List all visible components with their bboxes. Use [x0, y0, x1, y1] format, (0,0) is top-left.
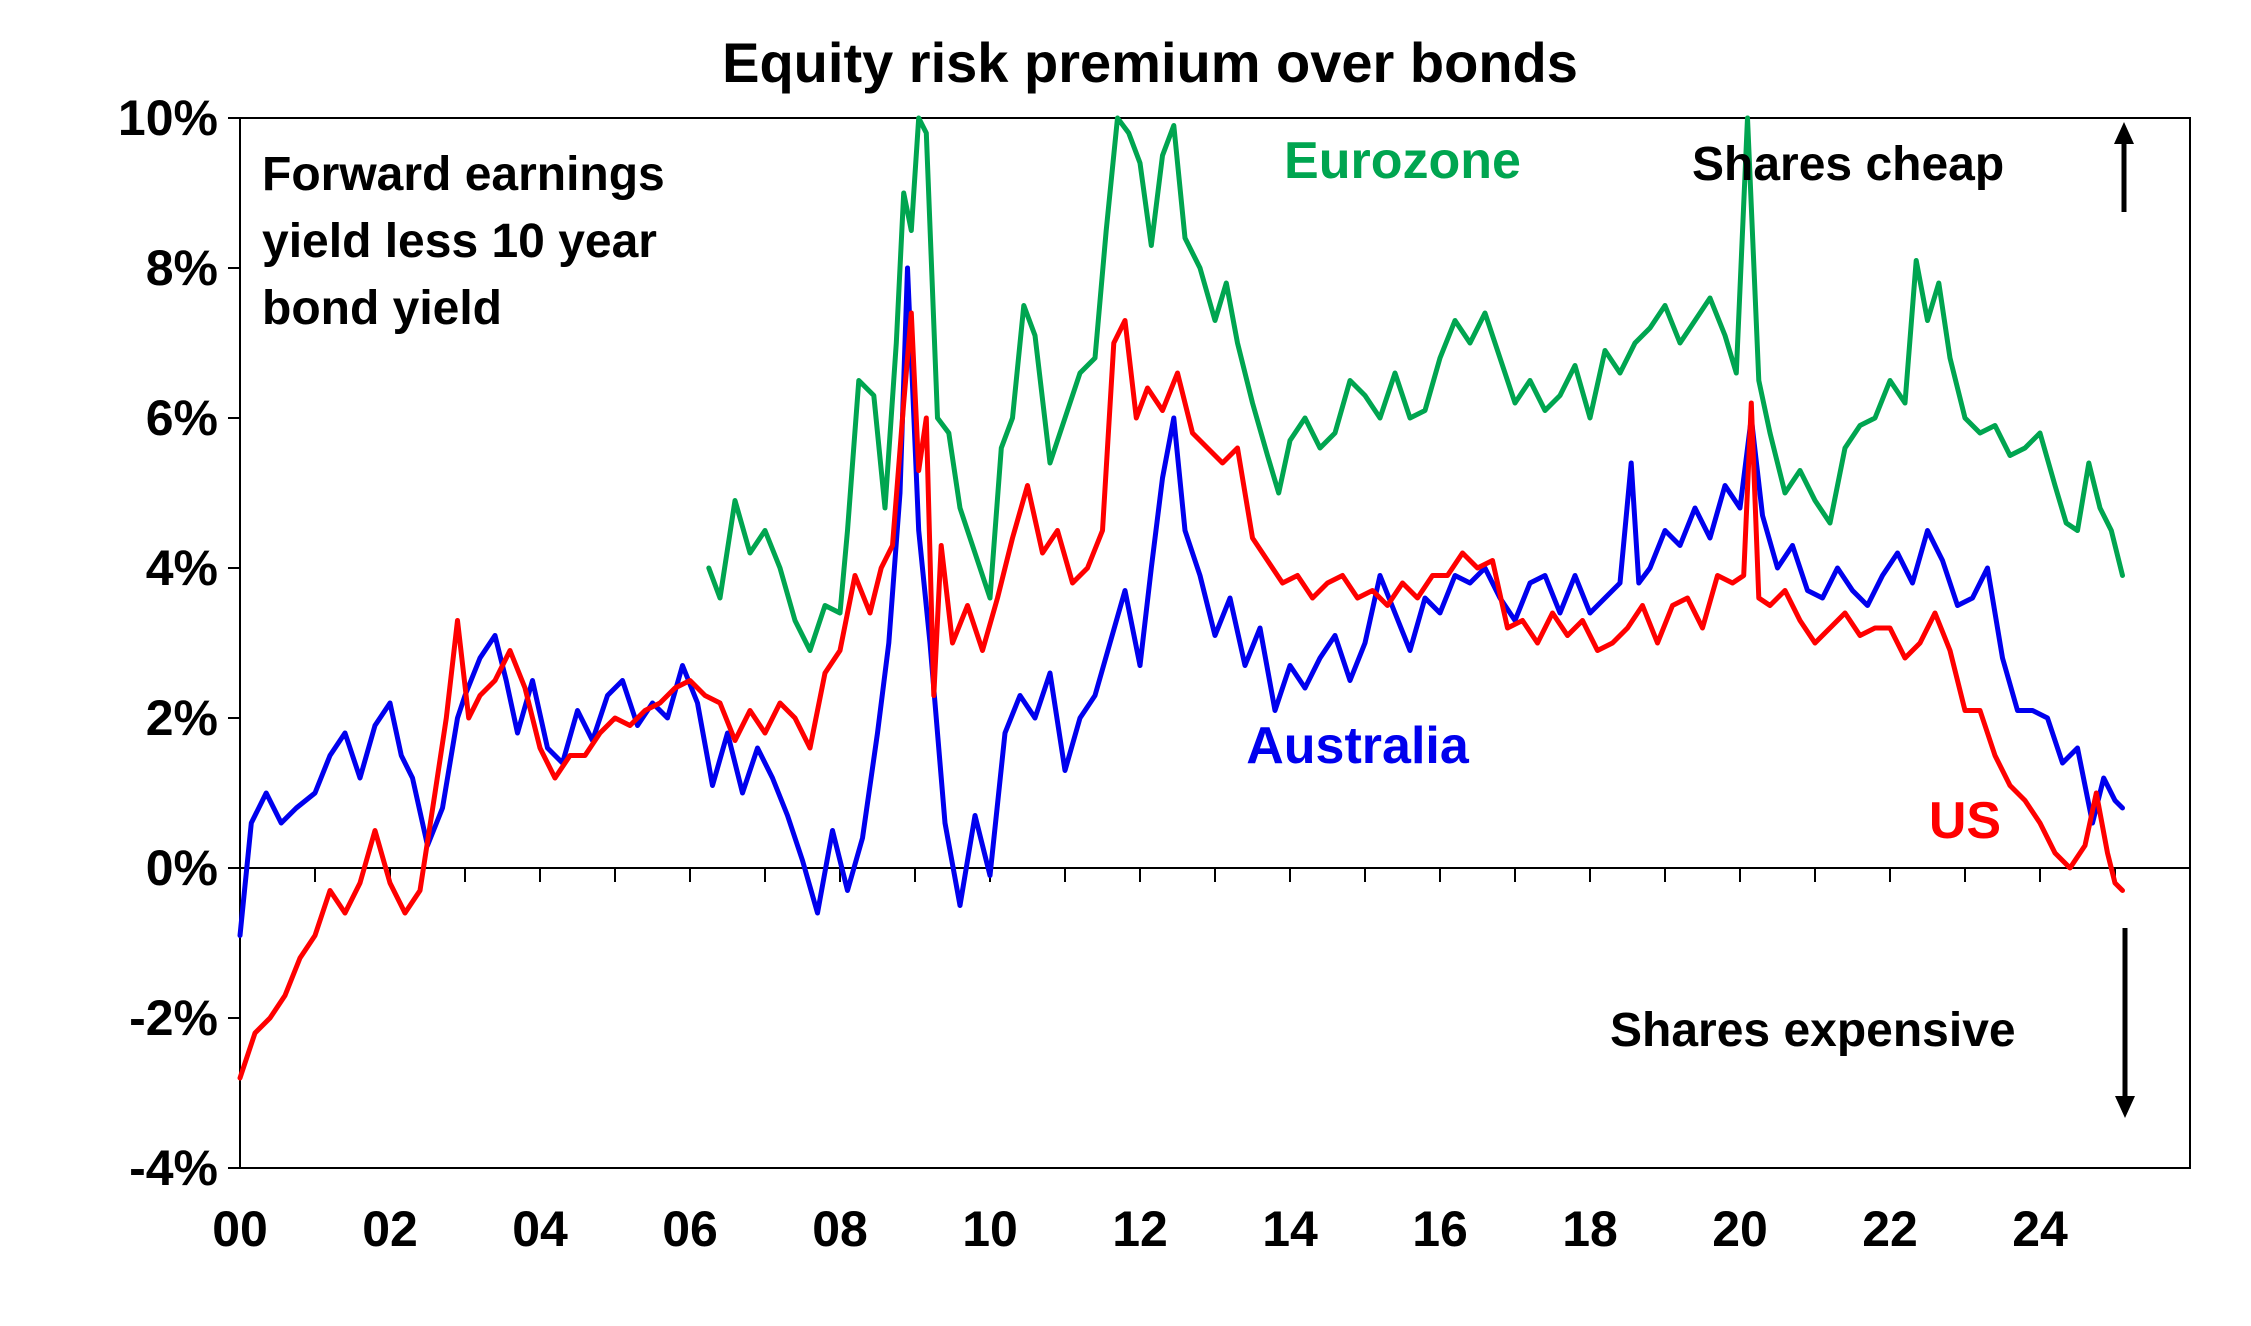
arrow-down-icon: [2115, 928, 2135, 1118]
series-group: Eurozone Australia US: [237, 115, 2125, 1081]
x-tick-label: 00: [212, 1201, 268, 1257]
x-tick-label: 14: [1262, 1201, 1318, 1257]
series-label-australia: Australia: [1246, 717, 1470, 775]
shares-expensive-label: Shares expensive: [1610, 1004, 2016, 1057]
y-tick-label: -4%: [129, 1140, 218, 1196]
x-tick-label: 10: [962, 1201, 1018, 1257]
series-line-us: [237, 310, 2125, 1081]
y-tick-label: 8%: [146, 240, 218, 296]
x-tick-label: 24: [2012, 1201, 2068, 1257]
y-tick-label: 6%: [146, 390, 218, 446]
series-label-us: US: [1929, 792, 2001, 850]
series-line-australia: [237, 265, 2125, 938]
series-line-eurozone: [706, 115, 2125, 653]
y-tick-label: 2%: [146, 690, 218, 746]
x-tick-label: 04: [512, 1201, 568, 1257]
series-label-eurozone: Eurozone: [1284, 132, 1521, 190]
annotation-box-line-2: yield less 10 year: [262, 215, 657, 268]
chart-title: Equity risk premium over bonds: [722, 31, 1578, 94]
x-tick-label: 18: [1562, 1201, 1618, 1257]
annotation-box-line-1: Forward earnings: [262, 148, 665, 201]
x-tick-label: 12: [1112, 1201, 1168, 1257]
x-tick-label: 08: [812, 1201, 868, 1257]
shares-cheap-label: Shares cheap: [1692, 138, 2004, 191]
annotation-box-line-3: bond yield: [262, 282, 502, 335]
x-tick-label: 06: [662, 1201, 718, 1257]
y-tick-label: 0%: [146, 840, 218, 896]
x-tick-label: 20: [1712, 1201, 1768, 1257]
y-tick-label: 10%: [118, 90, 218, 146]
y-tick-label: 4%: [146, 540, 218, 596]
plot-area: [239, 117, 2191, 1169]
y-tick-label: -2%: [129, 990, 218, 1046]
arrow-up-icon: [2114, 122, 2134, 212]
x-axis: 00 02 04 06 08 10 12 14 16 18 20 22 24: [212, 868, 2191, 1257]
x-tick-label: 22: [1862, 1201, 1918, 1257]
x-tick-label: 16: [1412, 1201, 1468, 1257]
x-tick-label: 02: [362, 1201, 418, 1257]
y-axis: 10% 8% 6% 4% 2% 0% -2% -4%: [118, 90, 240, 1196]
